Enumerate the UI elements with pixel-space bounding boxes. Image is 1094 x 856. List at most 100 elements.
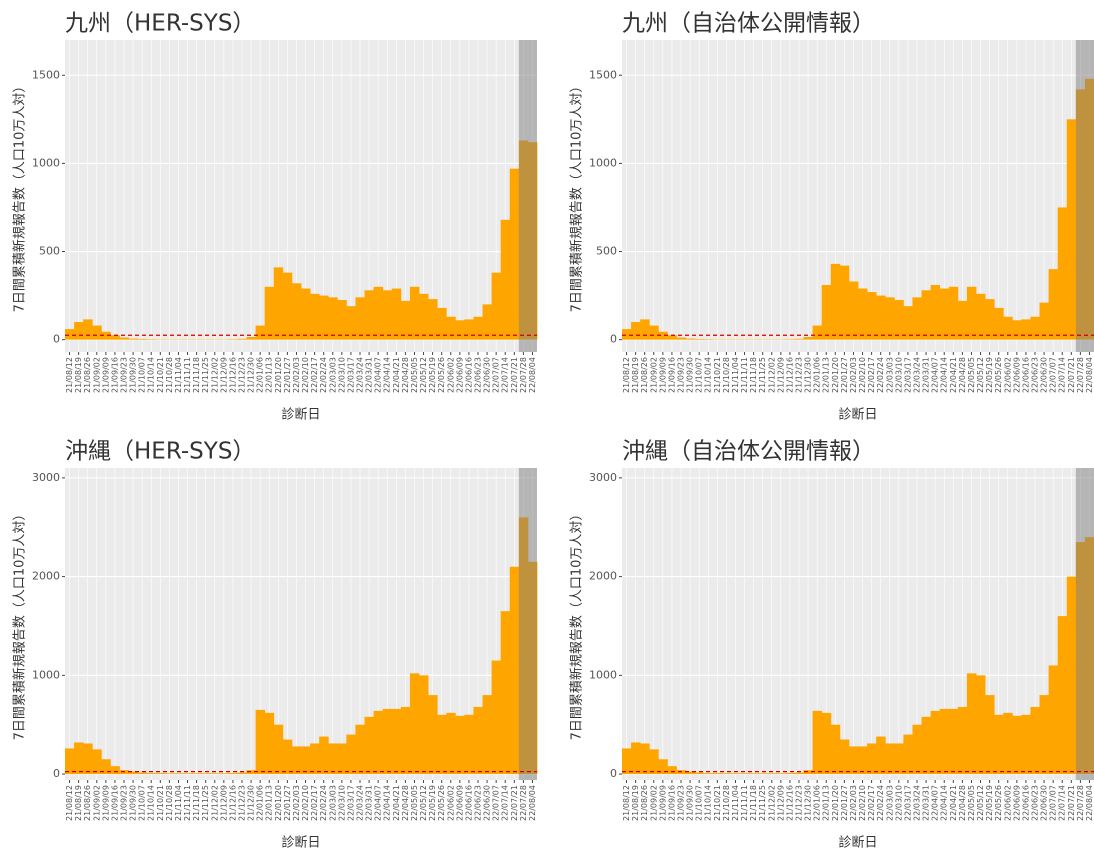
x-tick-label: 22/05/19 [985, 785, 994, 821]
x-tick-label: 21/10/21 [156, 357, 165, 393]
y-tick-label: 2000 [589, 570, 617, 583]
area-bar [685, 771, 696, 775]
area-bar [119, 337, 129, 340]
x-tick-label: 21/11/04 [174, 785, 183, 821]
x-tick-label: 22/07/28 [519, 357, 528, 393]
area-bar [391, 708, 402, 775]
x-tick-label: 22/05/26 [437, 785, 446, 821]
area-bar [346, 734, 356, 775]
area-bar [966, 673, 977, 775]
x-tick-label: 21/11/11 [183, 785, 192, 821]
y-tick-label: 0 [53, 333, 60, 346]
x-tick-label: 21/10/14 [704, 357, 713, 393]
area-bar [994, 307, 1004, 340]
area-bar [282, 272, 293, 340]
x-tick-label: 21/12/23 [795, 785, 804, 821]
x-tick-label: 22/04/14 [940, 357, 949, 393]
x-tick-label: 22/07/28 [519, 785, 528, 821]
area-bar [437, 307, 447, 340]
area-bar [1003, 712, 1013, 775]
area-bar [355, 724, 365, 775]
x-tick-label: 21/09/09 [658, 357, 667, 393]
x-tick-label: 22/05/19 [428, 785, 437, 821]
x-tick-label: 22/07/21 [510, 357, 519, 393]
x-tick-label: 22/03/17 [346, 357, 355, 393]
x-tick-label: 22/04/21 [392, 357, 401, 393]
x-tick-label: 21/11/18 [749, 785, 758, 821]
area-bar [894, 743, 904, 775]
x-tick-label: 22/03/03 [328, 785, 337, 821]
x-tick-label: 22/04/07 [931, 357, 940, 393]
x-tick-label: 22/03/24 [913, 357, 922, 393]
area-bar [409, 673, 420, 775]
x-tick-label: 22/05/12 [419, 785, 428, 821]
x-tick-label: 22/04/21 [392, 785, 401, 821]
x-tick-label: 21/11/11 [183, 357, 192, 393]
x-tick-label: 22/07/21 [1067, 785, 1076, 821]
area-bar [128, 771, 139, 775]
x-tick-label: 22/06/09 [1012, 357, 1021, 393]
area-bar [110, 766, 120, 775]
x-tick-label: 21/12/30 [804, 785, 813, 821]
x-tick-label: 22/07/14 [1058, 357, 1067, 393]
x-tick-label: 21/09/23 [677, 357, 686, 393]
area-bar [473, 316, 483, 340]
area-bar [794, 338, 804, 340]
area-bar [83, 743, 93, 775]
x-tick-label: 22/06/16 [464, 785, 473, 821]
x-tick-label: 21/10/28 [165, 357, 174, 393]
x-tick-label: 22/04/28 [958, 785, 967, 821]
area-bar [694, 772, 705, 775]
area-bar [858, 746, 868, 775]
x-tick-label: 22/06/23 [474, 357, 483, 393]
x-tick-label: 21/12/09 [219, 785, 228, 821]
area-bar [640, 319, 650, 340]
x-tick-label: 21/10/14 [147, 357, 156, 393]
x-tick-label: 22/05/19 [428, 357, 437, 393]
x-tick-label: 21/09/16 [667, 357, 676, 393]
area-bar [192, 773, 202, 775]
x-tick-label: 22/03/03 [328, 357, 337, 393]
area-bar [183, 773, 193, 775]
x-tick-label: 22/06/30 [483, 785, 492, 821]
area-bar [482, 304, 493, 340]
area-bar [310, 743, 320, 775]
x-tick-label: 22/06/30 [1040, 357, 1049, 393]
area-bar [400, 300, 411, 340]
x-tick-label: 22/01/06 [813, 357, 822, 393]
x-tick-label: 22/06/02 [1003, 785, 1012, 821]
x-tick-label: 22/01/06 [256, 357, 265, 393]
area-bar [649, 749, 659, 775]
x-tick-label: 22/06/09 [1012, 785, 1021, 821]
x-tick-label: 21/12/09 [776, 785, 785, 821]
x-tick-label: 21/12/30 [247, 357, 256, 393]
x-tick-label: 21/12/30 [247, 785, 256, 821]
x-tick-label: 22/06/16 [1021, 357, 1030, 393]
x-tick-label: 22/07/28 [1076, 785, 1085, 821]
area-bar [885, 743, 895, 775]
area-bar [219, 773, 229, 775]
area-bar [712, 773, 723, 775]
area-bar [1048, 269, 1059, 340]
area-bar [848, 746, 859, 775]
x-tick-label: 22/02/10 [858, 785, 867, 821]
area-bar [1048, 665, 1059, 775]
area-bar [1030, 706, 1040, 775]
area-bar [848, 281, 859, 340]
x-tick-label: 21/09/16 [667, 785, 676, 821]
area-bar [685, 338, 696, 340]
x-tick-label: 22/07/07 [1049, 357, 1058, 393]
x-tick-label: 22/04/21 [949, 785, 958, 821]
y-tick-label: 1000 [589, 668, 617, 681]
x-tick-label: 22/07/07 [492, 357, 501, 393]
x-tick-label: 22/01/27 [283, 785, 292, 821]
area-bar [101, 331, 111, 340]
x-tick-label: 22/04/14 [940, 785, 949, 821]
area-bar [957, 706, 968, 775]
x-tick-label: 22/02/17 [867, 785, 876, 821]
area-bar [839, 739, 850, 775]
x-tick-label: 21/08/26 [640, 785, 649, 821]
area-bar [912, 297, 922, 340]
x-tick-label: 22/03/31 [922, 357, 931, 393]
area-bar [903, 306, 913, 340]
